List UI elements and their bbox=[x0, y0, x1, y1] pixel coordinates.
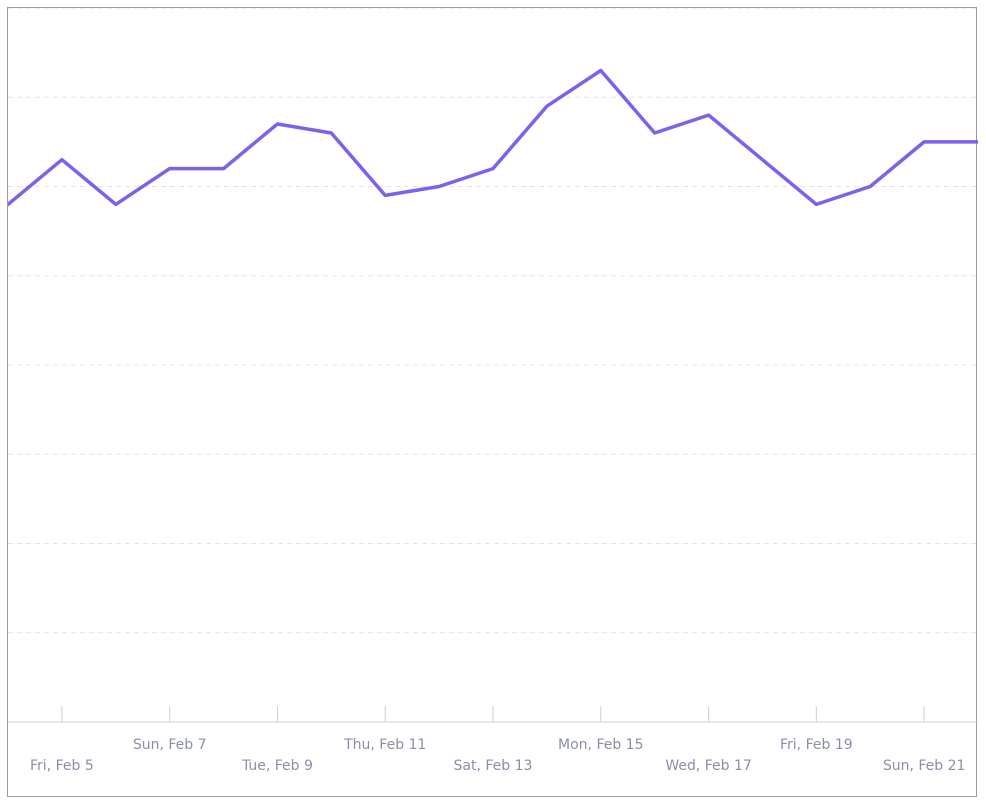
x-tick-label: Wed, Feb 17 bbox=[665, 758, 751, 774]
x-tick-label: Fri, Feb 5 bbox=[30, 758, 94, 774]
line-chart: Fri, Feb 5 Sun, Feb 7 Tue, Feb 9 Thu, Feb 1… bbox=[8, 8, 978, 774]
x-tick-label: Sun, Feb 21 bbox=[883, 758, 966, 774]
x-tick-label: Tue, Feb 9 bbox=[241, 758, 313, 774]
x-tick-label: Sat, Feb 13 bbox=[454, 758, 533, 774]
x-tick-label: Sun, Feb 7 bbox=[133, 737, 207, 753]
x-tick-label: Thu, Feb 11 bbox=[343, 737, 426, 753]
series-line bbox=[8, 68, 978, 207]
gridlines bbox=[8, 8, 978, 634]
chart-frame: Fri, Feb 5 Sun, Feb 7 Tue, Feb 9 Thu, Feb 1… bbox=[7, 7, 978, 797]
x-tick-label: Mon, Feb 15 bbox=[558, 737, 643, 753]
x-tick-label: Fri, Feb 19 bbox=[780, 737, 853, 753]
x-ticks: Fri, Feb 5 Sun, Feb 7 Tue, Feb 9 Thu, Feb 1… bbox=[30, 706, 965, 774]
